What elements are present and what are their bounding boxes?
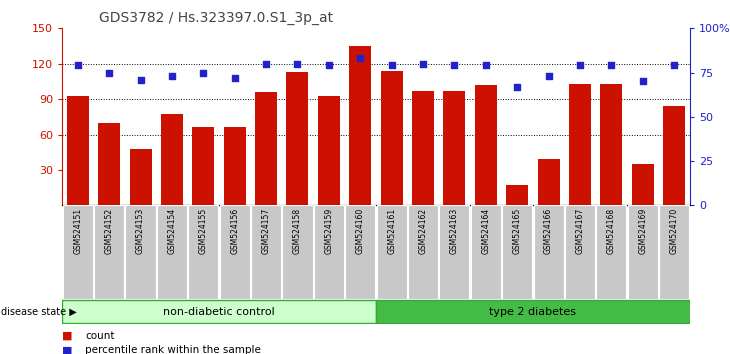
Bar — [98, 123, 120, 205]
Bar — [506, 185, 529, 205]
Text: GSM524159: GSM524159 — [324, 208, 334, 255]
Text: GSM524160: GSM524160 — [356, 208, 365, 255]
FancyBboxPatch shape — [596, 205, 626, 299]
FancyBboxPatch shape — [63, 205, 93, 299]
FancyBboxPatch shape — [471, 205, 501, 299]
Point — [669, 63, 680, 68]
Point — [323, 63, 334, 68]
Bar — [443, 91, 466, 205]
Bar — [569, 84, 591, 205]
Text: count: count — [85, 331, 115, 341]
Text: GSM524167: GSM524167 — [575, 208, 585, 255]
Point — [574, 63, 585, 68]
Text: GSM524168: GSM524168 — [607, 208, 616, 254]
Point — [385, 63, 397, 68]
Bar — [474, 85, 497, 205]
Bar — [223, 127, 246, 205]
Point — [134, 77, 146, 82]
Point — [606, 63, 618, 68]
Text: GSM524170: GSM524170 — [669, 208, 679, 255]
FancyBboxPatch shape — [659, 205, 689, 299]
Text: percentile rank within the sample: percentile rank within the sample — [85, 346, 261, 354]
Point — [292, 61, 304, 67]
FancyBboxPatch shape — [628, 205, 658, 299]
FancyBboxPatch shape — [251, 205, 281, 299]
Text: GSM524151: GSM524151 — [73, 208, 82, 254]
Point — [543, 73, 555, 79]
Text: GSM524165: GSM524165 — [512, 208, 522, 255]
FancyBboxPatch shape — [188, 205, 218, 299]
Text: GSM524153: GSM524153 — [136, 208, 145, 255]
Point — [72, 63, 84, 68]
FancyBboxPatch shape — [534, 205, 564, 299]
Bar — [631, 164, 654, 205]
Text: GSM524163: GSM524163 — [450, 208, 459, 255]
FancyBboxPatch shape — [157, 205, 187, 299]
Bar — [66, 96, 89, 205]
Text: GSM524166: GSM524166 — [544, 208, 553, 255]
Text: disease state ▶: disease state ▶ — [1, 307, 77, 316]
FancyBboxPatch shape — [220, 205, 250, 299]
Bar — [380, 71, 403, 205]
FancyBboxPatch shape — [126, 205, 155, 299]
Text: ■: ■ — [62, 331, 72, 341]
Bar — [255, 92, 277, 205]
FancyBboxPatch shape — [439, 205, 469, 299]
Bar — [537, 159, 560, 205]
FancyBboxPatch shape — [408, 205, 438, 299]
Bar — [286, 72, 309, 205]
FancyBboxPatch shape — [565, 205, 595, 299]
Text: GSM524162: GSM524162 — [418, 208, 428, 254]
Text: ■: ■ — [62, 346, 72, 354]
FancyBboxPatch shape — [376, 299, 690, 324]
Point — [229, 75, 241, 81]
Bar — [161, 114, 183, 205]
FancyBboxPatch shape — [94, 205, 124, 299]
Text: GSM524154: GSM524154 — [167, 208, 177, 255]
Text: GDS3782 / Hs.323397.0.S1_3p_at: GDS3782 / Hs.323397.0.S1_3p_at — [99, 11, 333, 25]
Text: GSM524157: GSM524157 — [261, 208, 271, 255]
Text: GSM524155: GSM524155 — [199, 208, 208, 255]
Text: GSM524158: GSM524158 — [293, 208, 302, 254]
Point — [197, 70, 210, 75]
FancyBboxPatch shape — [377, 205, 407, 299]
Point — [448, 63, 461, 68]
Text: type 2 diabetes: type 2 diabetes — [489, 307, 577, 316]
Point — [418, 61, 429, 67]
Point — [261, 61, 272, 67]
Point — [166, 73, 178, 79]
Bar — [129, 149, 152, 205]
Text: GSM524164: GSM524164 — [481, 208, 491, 255]
FancyBboxPatch shape — [314, 205, 344, 299]
Point — [511, 84, 523, 90]
FancyBboxPatch shape — [62, 299, 376, 324]
Bar — [412, 91, 434, 205]
Point — [355, 56, 366, 61]
Bar — [192, 127, 215, 205]
FancyBboxPatch shape — [502, 205, 532, 299]
Text: GSM524152: GSM524152 — [104, 208, 114, 254]
Bar — [349, 46, 372, 205]
Point — [637, 79, 648, 84]
Bar — [318, 96, 340, 205]
Text: GSM524169: GSM524169 — [638, 208, 648, 255]
FancyBboxPatch shape — [283, 205, 312, 299]
Text: GSM524161: GSM524161 — [387, 208, 396, 254]
Bar — [600, 84, 623, 205]
Point — [104, 70, 115, 75]
Text: GSM524156: GSM524156 — [230, 208, 239, 255]
Text: non-diabetic control: non-diabetic control — [163, 307, 275, 316]
Point — [480, 63, 492, 68]
Bar — [663, 106, 685, 205]
FancyBboxPatch shape — [345, 205, 375, 299]
